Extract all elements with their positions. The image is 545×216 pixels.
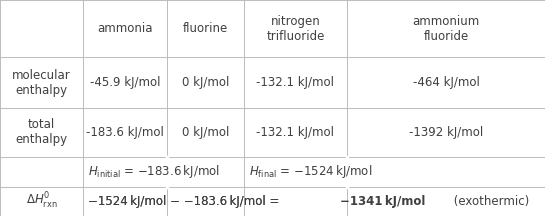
Text: −1524 kJ/mol − −183.6 kJ/mol =: −1524 kJ/mol − −183.6 kJ/mol = [88,195,283,208]
Text: $\mathit{H}_\mathregular{initial}$ = −183.6 kJ/mol: $\mathit{H}_\mathregular{initial}$ = −18… [88,163,220,180]
Text: -132.1 kJ/mol: -132.1 kJ/mol [256,126,335,139]
Text: fluorine: fluorine [183,22,228,35]
Text: 0 kJ/mol: 0 kJ/mol [182,76,229,89]
Text: -1392 kJ/mol: -1392 kJ/mol [409,126,483,139]
Text: -132.1 kJ/mol: -132.1 kJ/mol [256,76,335,89]
Text: ammonia: ammonia [98,22,153,35]
Text: -183.6 kJ/mol: -183.6 kJ/mol [86,126,164,139]
Text: molecular
enthalpy: molecular enthalpy [12,69,71,97]
Text: (exothermic): (exothermic) [450,195,530,208]
Text: −1524 kJ/mol − −183.6 kJ/mol =: −1524 kJ/mol − −183.6 kJ/mol = [88,195,283,208]
Text: ammonium
fluoride: ammonium fluoride [413,15,480,43]
Text: -45.9 kJ/mol: -45.9 kJ/mol [90,76,160,89]
Text: total
enthalpy: total enthalpy [15,118,68,146]
Text: −1341 kJ/mol: −1341 kJ/mol [340,195,426,208]
Text: −1524 kJ/mol − −183.6 kJ/mol = −1341 kJ/mol (exothermic): −1524 kJ/mol − −183.6 kJ/mol = −1341 kJ/… [88,195,441,208]
Text: 0 kJ/mol: 0 kJ/mol [182,126,229,139]
Text: $\Delta H^0_\mathregular{rxn}$: $\Delta H^0_\mathregular{rxn}$ [26,191,57,211]
Text: nitrogen
trifluoride: nitrogen trifluoride [266,15,325,43]
Text: -464 kJ/mol: -464 kJ/mol [413,76,480,89]
Text: $\mathit{H}_\mathregular{final}$ = −1524 kJ/mol: $\mathit{H}_\mathregular{final}$ = −1524… [249,163,372,180]
